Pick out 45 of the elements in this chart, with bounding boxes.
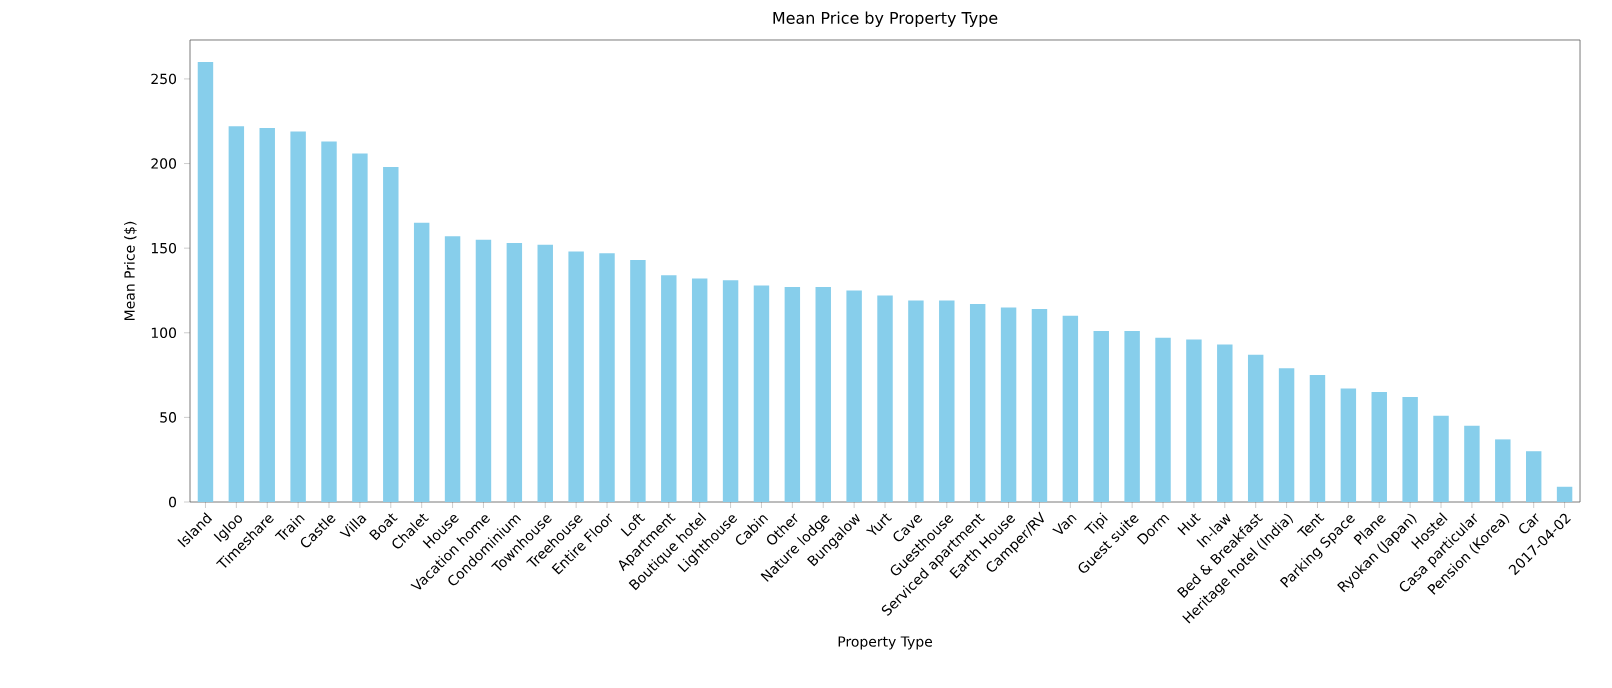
- bar: [908, 300, 924, 502]
- bar: [1309, 375, 1326, 502]
- bar: [1186, 339, 1202, 502]
- bar: [444, 236, 461, 502]
- bar: [1000, 307, 1017, 502]
- bar: [1371, 392, 1387, 502]
- bar: [1247, 354, 1264, 502]
- bar: [321, 141, 337, 502]
- bar: [475, 239, 492, 502]
- bar: [815, 287, 831, 502]
- bar: [1155, 337, 1171, 502]
- bar: [599, 253, 615, 502]
- bar: [290, 131, 306, 502]
- bar: [1402, 397, 1418, 502]
- bar: [352, 153, 368, 502]
- bar: [939, 300, 955, 502]
- bar: [1495, 439, 1511, 502]
- bar: [846, 290, 862, 502]
- bar: [1525, 451, 1542, 502]
- bar: [969, 303, 986, 502]
- bar: [1062, 315, 1079, 502]
- bar: [197, 61, 214, 502]
- bar: [1278, 368, 1295, 502]
- bar: [661, 275, 677, 502]
- bar: [1556, 486, 1573, 502]
- bar: [1124, 331, 1140, 502]
- bar: [568, 251, 584, 502]
- bar: [259, 127, 275, 502]
- bar: [228, 126, 245, 502]
- bar: [691, 278, 708, 502]
- bar: [1433, 415, 1449, 502]
- bar: [1093, 331, 1109, 502]
- bar: [1217, 344, 1233, 502]
- bar: [413, 222, 430, 502]
- bar: [877, 295, 893, 502]
- bar: [537, 244, 553, 502]
- bar: [753, 285, 770, 502]
- bar: [1340, 388, 1357, 502]
- bar: [722, 280, 739, 502]
- bar: [506, 243, 523, 502]
- bar: [383, 166, 399, 502]
- bar: [630, 259, 646, 502]
- bar: [1031, 309, 1048, 502]
- bar: [1464, 425, 1480, 502]
- bar: [784, 287, 801, 502]
